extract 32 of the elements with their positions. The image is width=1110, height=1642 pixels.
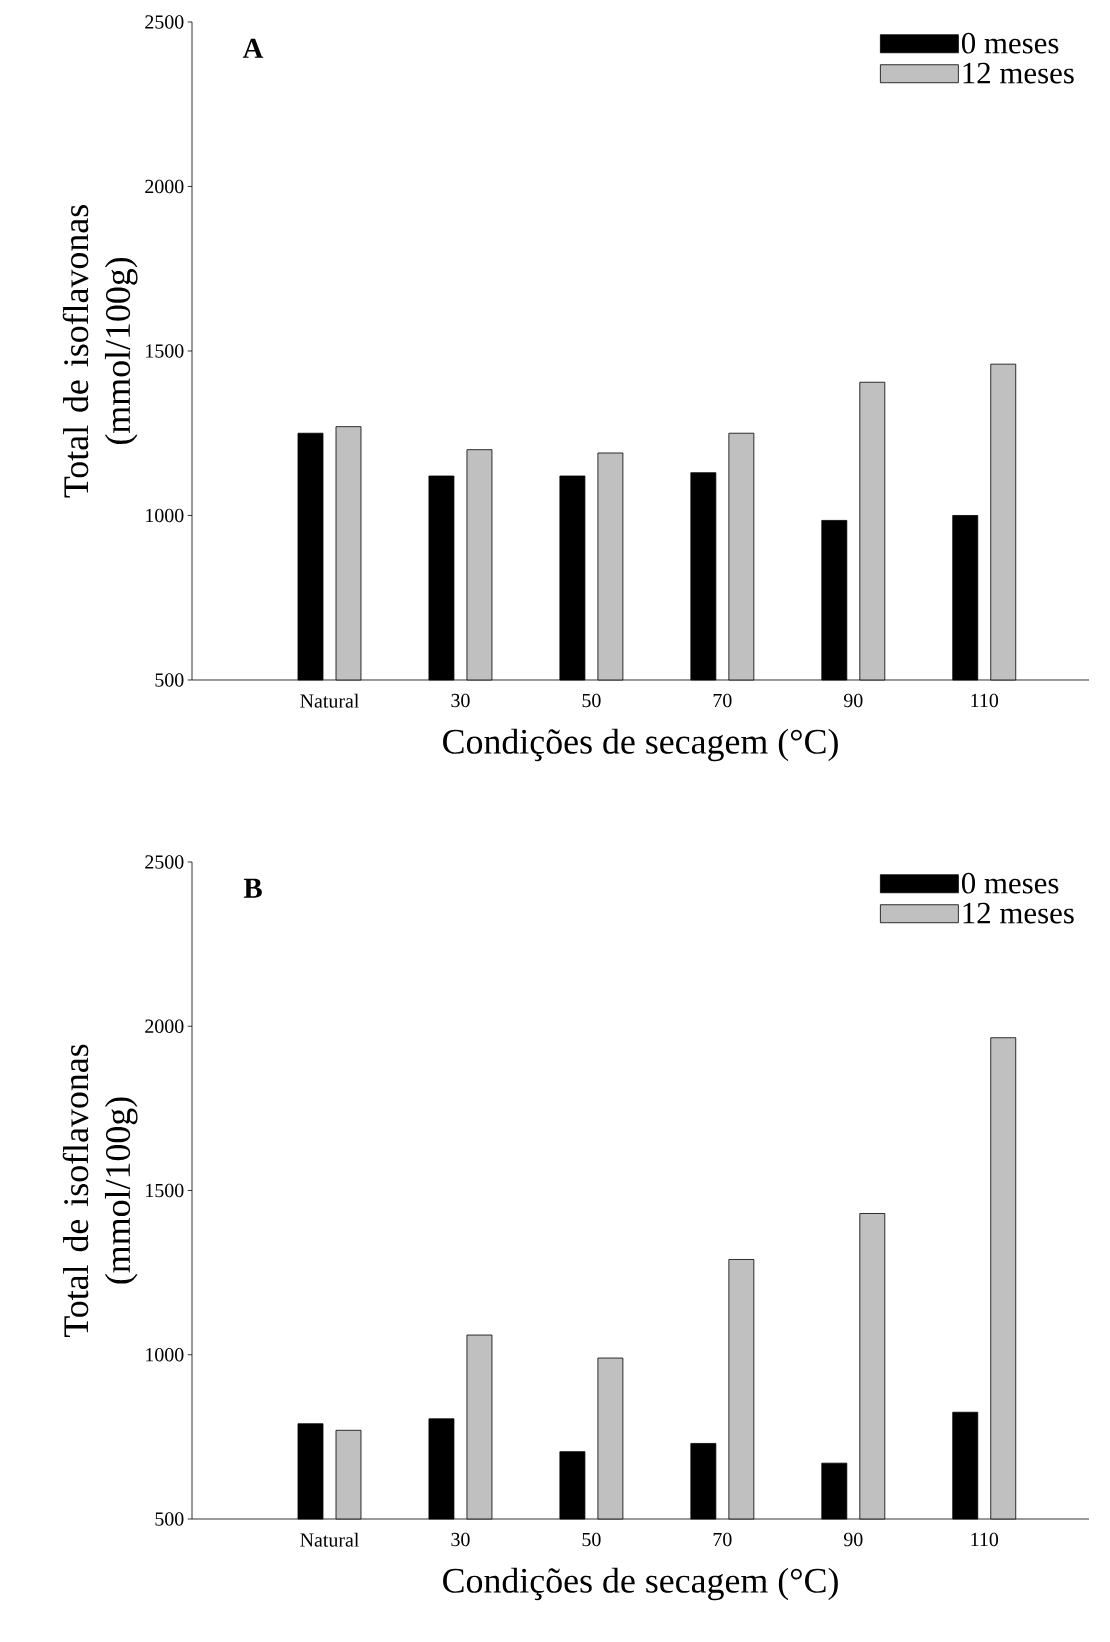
y-tick-label: 1000: [146, 1348, 184, 1362]
x-tick-label: 110: [971, 1532, 999, 1547]
x-tick-label: 50: [582, 693, 601, 708]
x-tick-label: 90: [843, 1532, 863, 1547]
y-tick-label: 500: [155, 1512, 184, 1526]
y-tick-label: 2500: [145, 15, 184, 29]
y-axis-title: Total de isoflavonas (mmol/100g): [62, 205, 138, 498]
x-tick-label: 30: [451, 693, 470, 708]
legend-label: 12 meses: [963, 62, 1074, 84]
x-tick-label: Natural: [300, 693, 359, 708]
x-tick-label: 30: [451, 1532, 470, 1547]
y-tick-label: 2000: [145, 179, 184, 194]
x-tick-label: 110: [971, 693, 999, 708]
x-axis-title: Condições de secagem (°C): [443, 728, 838, 762]
y-tick-label: 1000: [146, 508, 184, 523]
legend-label: 0 meses: [961, 872, 1059, 894]
x-tick-label: 90: [843, 693, 863, 708]
y-tick-label: 1500: [146, 1183, 184, 1198]
x-tick-label: 50: [582, 1532, 601, 1547]
legend-label: 0 meses: [961, 32, 1059, 54]
legend-label: 12 meses: [963, 902, 1074, 924]
y-tick-label: 2000: [145, 1019, 184, 1033]
annotation: B: [243, 878, 262, 898]
y-tick-label: 1500: [146, 344, 184, 358]
annotation: A: [242, 38, 264, 58]
x-axis-title: Condições de secagem (°C): [443, 1567, 838, 1601]
x-tick-label: Natural: [300, 1532, 359, 1547]
x-tick-label: 70: [713, 693, 732, 708]
x-tick-label: 70: [713, 1532, 732, 1547]
y-axis-title: Total de isoflavonas (mmol/100g): [62, 1044, 138, 1338]
y-tick-label: 2500: [145, 855, 184, 869]
y-tick-label: 500: [155, 673, 184, 687]
